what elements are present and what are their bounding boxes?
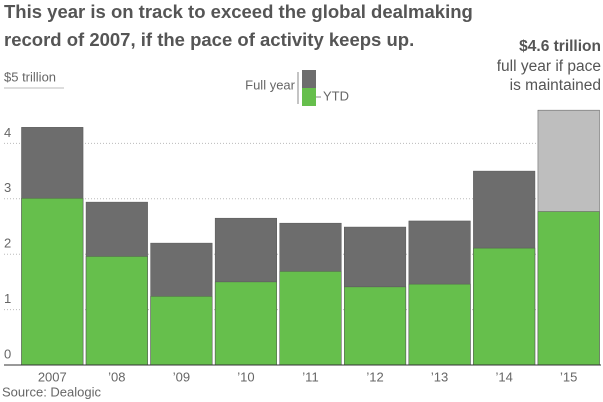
annotation-headline: $4.6 trillion <box>519 38 601 55</box>
x-tick-label: ’08 <box>108 369 125 384</box>
y-tick-label: 3 <box>4 180 11 195</box>
x-tick-label: ’12 <box>366 369 383 384</box>
bar <box>344 286 407 366</box>
bar <box>21 197 84 366</box>
y-tick-label: 1 <box>4 291 11 306</box>
legend-swatch <box>302 70 316 88</box>
x-tick-label: ’09 <box>173 369 190 384</box>
legend: Full year YTD <box>245 70 349 106</box>
bar <box>214 281 277 366</box>
bar <box>473 247 536 366</box>
chart-title: record of 2007, if the pace of activity … <box>4 29 414 50</box>
y-tick-label: 2 <box>4 236 11 251</box>
x-tick-label: ’10 <box>237 369 254 384</box>
bar <box>279 271 342 366</box>
x-tick-label: 2007 <box>38 369 67 384</box>
annotation-text: is maintained <box>510 77 601 94</box>
annotation-text: full year if pace <box>497 58 601 75</box>
legend-label: YTD <box>323 88 349 103</box>
y-tick-label: $5 trillion <box>4 69 56 84</box>
x-tick-label: ’14 <box>495 369 512 384</box>
bar <box>85 256 148 366</box>
legend-label: Full year <box>245 77 296 92</box>
bar <box>150 296 213 366</box>
legend-swatch <box>302 88 316 106</box>
y-tick-label: 4 <box>4 125 11 140</box>
bar <box>537 211 600 366</box>
source: Source: Dealogic <box>2 384 101 399</box>
chart-title: This year is on track to exceed the glob… <box>4 1 473 22</box>
x-tick-label: ’11 <box>302 369 318 384</box>
bar <box>408 283 471 366</box>
x-tick-label: ’13 <box>431 369 448 384</box>
y-tick-label: 0 <box>4 346 11 361</box>
x-tick-label: ’15 <box>560 369 577 384</box>
